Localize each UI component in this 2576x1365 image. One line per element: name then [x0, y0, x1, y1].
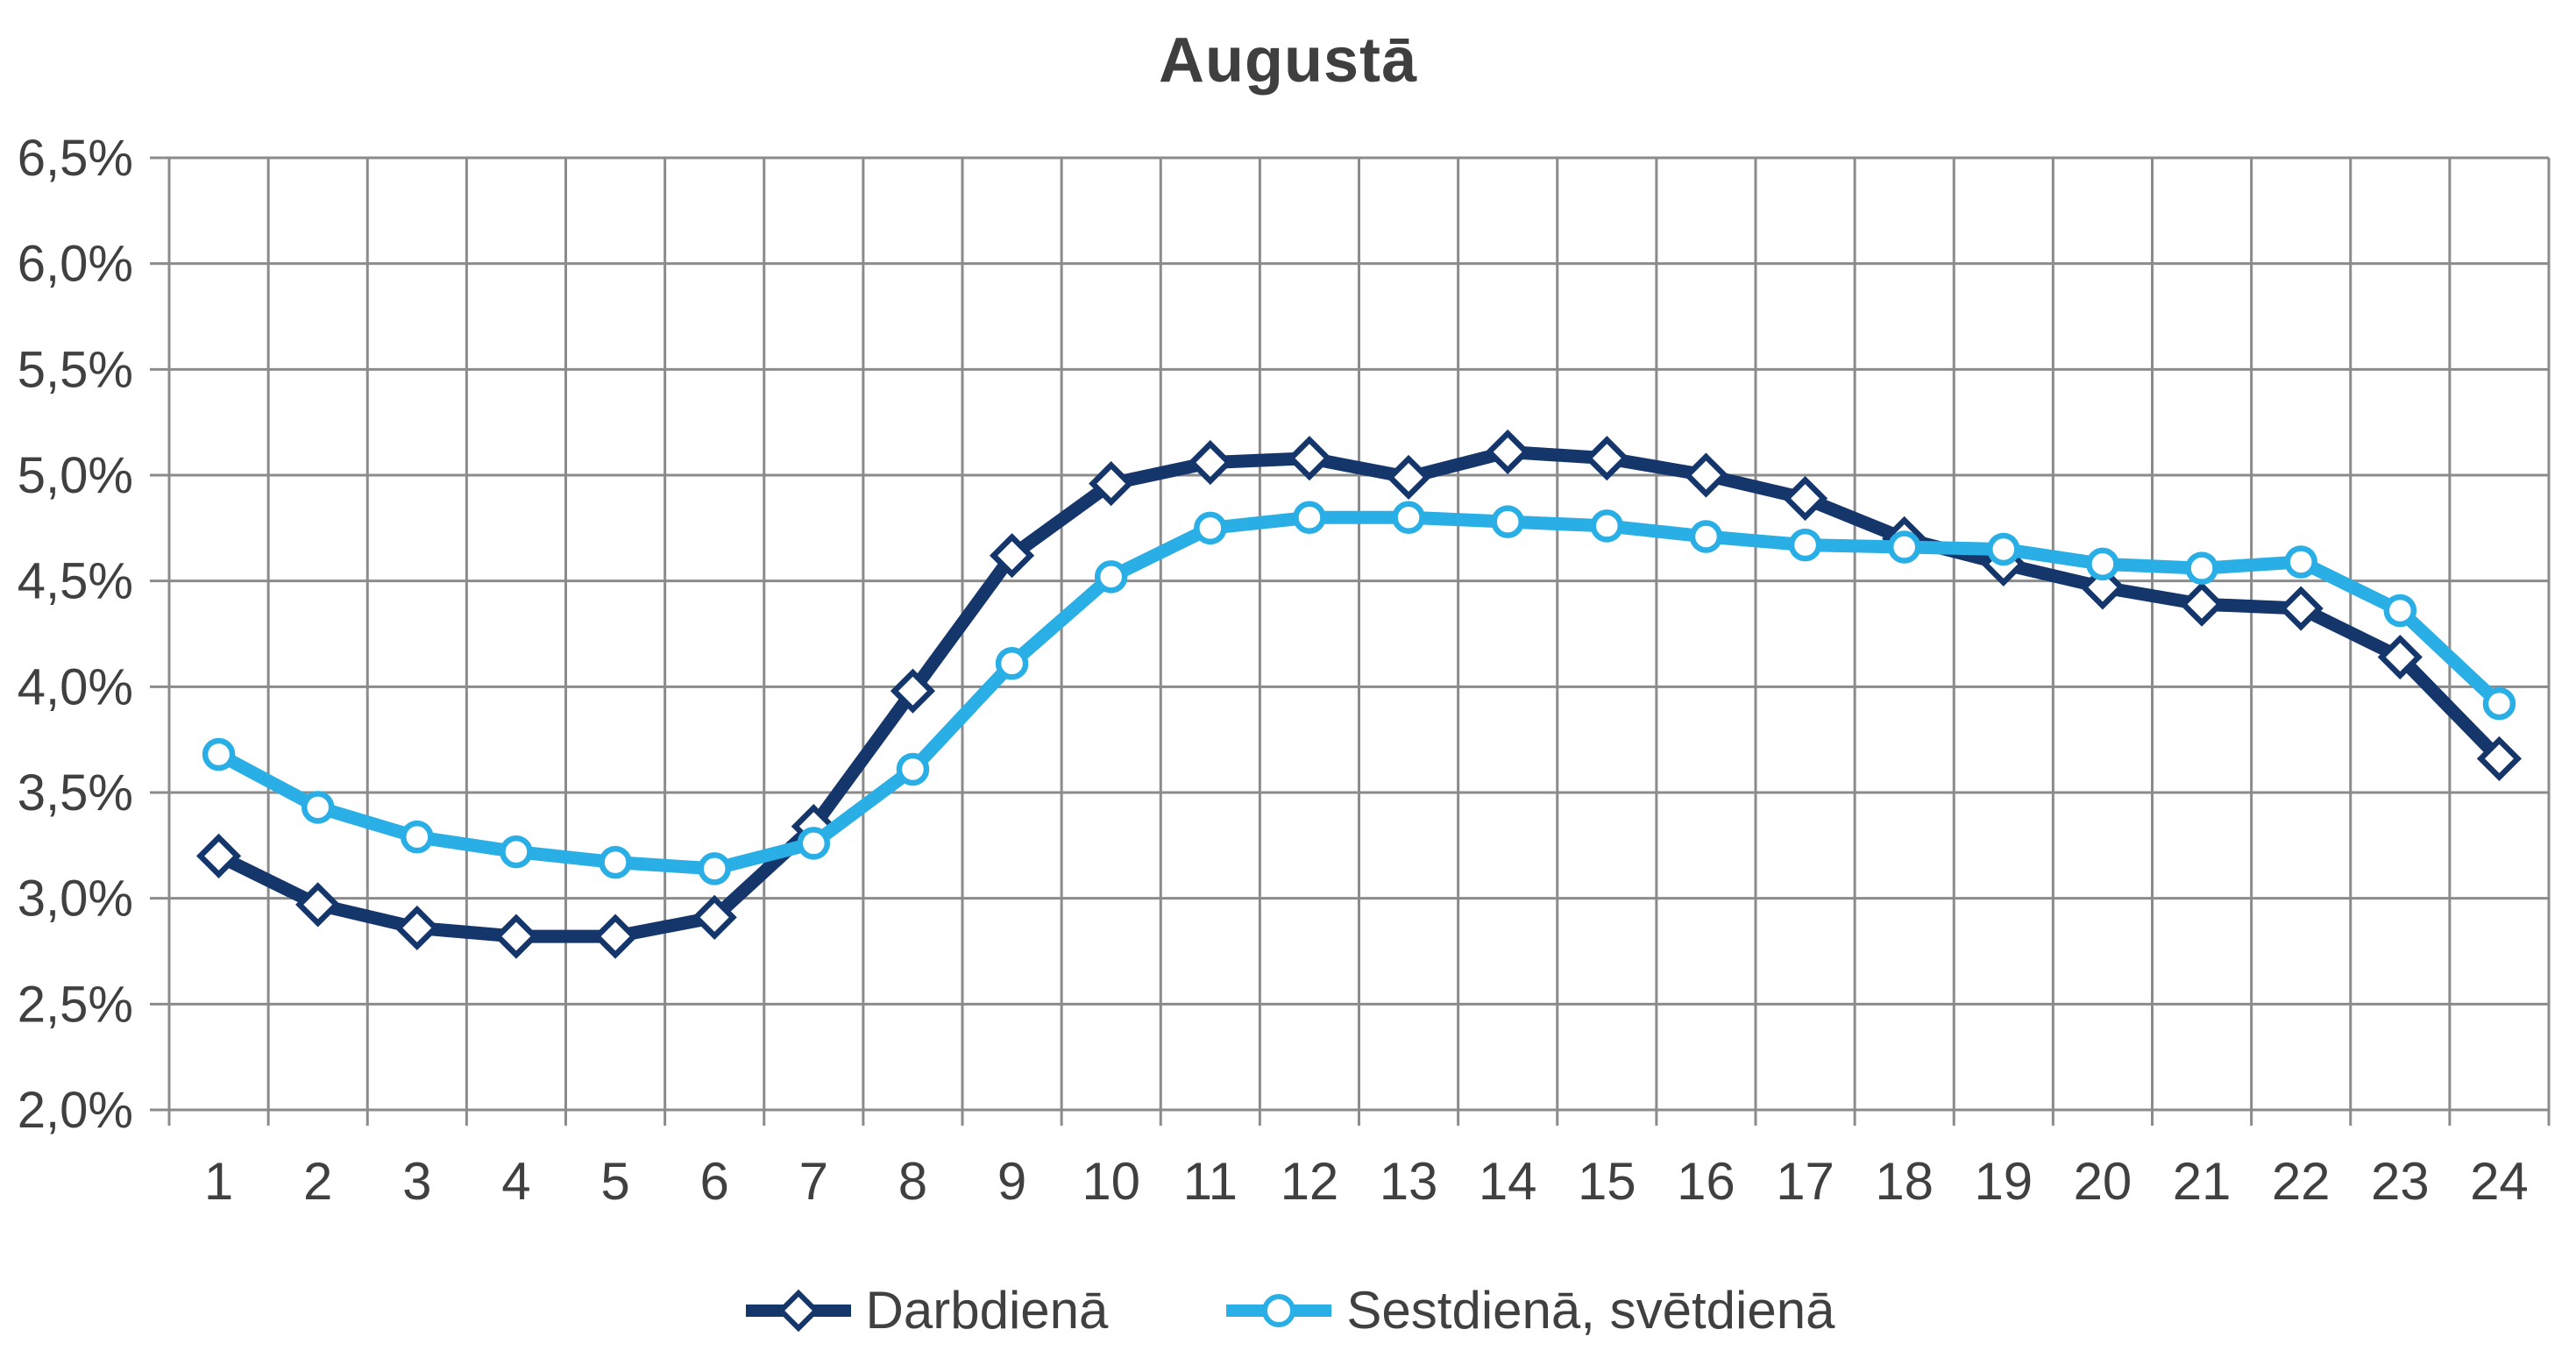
data-point-marker [1485, 429, 1530, 475]
data-point-marker [797, 827, 831, 860]
x-axis-tick-label: 7 [799, 1152, 828, 1211]
data-point-marker [195, 833, 242, 878]
series-line [212, 510, 2506, 876]
data-point-marker [1887, 530, 1921, 564]
x-axis-tick-label: 10 [1082, 1152, 1140, 1211]
circle-marker-icon [1226, 1293, 1332, 1327]
series-sestdiena [202, 501, 2516, 885]
data-point-marker [995, 647, 1029, 680]
x-axis-labels: 1 2 3 4 5 6 7 8 9 10 11 12 13 14 15 16 17 18 19 20 21 22 23 24 [204, 1152, 2529, 1211]
y-axis-tick-label: 6,5% [18, 130, 133, 187]
data-point-marker [1584, 436, 1629, 481]
data-point-marker [2080, 565, 2125, 610]
data-point-marker [2278, 586, 2324, 631]
data-point-marker [1987, 532, 2020, 566]
data-point-marker [1683, 452, 1729, 498]
x-axis-tick-label: 21 [2173, 1152, 2232, 1211]
x-axis-tick-label: 9 [997, 1152, 1026, 1211]
data-point-marker [1689, 520, 1723, 553]
legend-label-sestdiena: Sestdienā, svētdienā [1346, 1281, 1835, 1340]
y-axis-tick-label: 5,5% [18, 341, 133, 398]
x-axis-tick-label: 19 [1974, 1152, 2033, 1211]
x-axis-tick-label: 23 [2371, 1152, 2430, 1211]
data-point-marker [692, 894, 737, 940]
data-point-marker [896, 752, 930, 786]
data-point-marker [2383, 594, 2417, 628]
legend-label-darbdiena: Darbdienā [865, 1281, 1109, 1340]
data-point-marker [698, 852, 731, 885]
data-point-marker [1089, 461, 1134, 507]
x-axis-tick-label: 22 [2272, 1152, 2331, 1211]
legend-item-sestdiena: Sestdienā, svētdienā [1222, 1280, 1834, 1340]
gridlines [167, 156, 2551, 1112]
x-axis-tick-label: 14 [1479, 1152, 1537, 1211]
legend-item-darbdiena: Darbdienā [742, 1280, 1109, 1340]
diamond-marker-icon [745, 1289, 851, 1332]
x-axis-tick-label: 12 [1281, 1152, 1339, 1211]
y-axis-tick-label: 3,5% [18, 764, 133, 821]
x-axis-tick-label: 4 [501, 1152, 530, 1211]
data-point-marker [593, 914, 638, 959]
data-point-marker [2284, 545, 2317, 579]
data-point-marker [202, 737, 236, 771]
x-axis-tick-label: 24 [2470, 1152, 2529, 1211]
data-point-marker [2476, 736, 2523, 781]
data-point-marker [295, 882, 341, 928]
y-axis-tick-label: 4,0% [18, 658, 133, 715]
data-point-marker [1194, 511, 1227, 545]
y-axis-tick-label: 2,5% [18, 976, 133, 1033]
x-axis-tick-label: 16 [1677, 1152, 1735, 1211]
data-point-marker [2185, 551, 2218, 585]
chart-legend: Darbdienā Sestdienā, svētdienā [0, 1280, 2576, 1340]
data-point-marker [1590, 509, 1624, 543]
data-point-marker [599, 845, 632, 879]
data-point-marker [2086, 547, 2119, 581]
x-axis-tick-label: 18 [1875, 1152, 1934, 1211]
data-point-marker [1491, 505, 1524, 538]
x-axis-tick-label: 8 [898, 1152, 927, 1211]
data-point-marker [493, 914, 539, 959]
data-point-marker [401, 820, 434, 854]
x-axis-tick-label: 3 [402, 1152, 431, 1211]
y-axis-labels: 6,5% 6,0% 5,5% 5,0% 4,5% 4,0% 3,5% 3,0% 2,5% 2,0% [18, 130, 133, 1139]
axis-ticks [150, 156, 2551, 1126]
y-axis-tick-label: 5,0% [18, 447, 133, 504]
y-axis-tick-label: 4,5% [18, 553, 133, 610]
data-point-marker [1782, 475, 1828, 522]
x-axis-tick-label: 1 [204, 1152, 233, 1211]
data-point-marker [1094, 560, 1128, 594]
data-point-marker [989, 533, 1035, 579]
data-point-marker [1386, 454, 1431, 501]
data-point-marker [1287, 436, 1332, 481]
data-point-marker [301, 791, 335, 824]
data-point-marker [1188, 439, 1233, 486]
chart-title: Augustā [1159, 25, 1417, 96]
data-point-marker [500, 835, 533, 869]
data-point-marker [2179, 581, 2225, 627]
x-axis-tick-label: 15 [1578, 1152, 1636, 1211]
data-point-marker [890, 668, 936, 714]
data-point-marker [1392, 501, 1425, 535]
x-axis-tick-label: 13 [1380, 1152, 1438, 1211]
data-point-marker [394, 905, 440, 951]
data-point-marker [2377, 634, 2423, 680]
x-axis-tick-label: 6 [700, 1152, 729, 1211]
x-axis-tick-label: 11 [1183, 1152, 1238, 1211]
x-axis-tick-label: 17 [1776, 1152, 1834, 1211]
series-darbdiena [195, 429, 2523, 959]
y-axis-tick-label: 3,0% [18, 871, 133, 928]
x-axis-tick-label: 20 [2074, 1152, 2132, 1211]
y-axis-tick-label: 6,0% [18, 236, 133, 293]
data-point-marker [1293, 501, 1326, 535]
data-point-marker [1788, 528, 1822, 562]
y-axis-tick-label: 2,0% [18, 1082, 133, 1139]
x-axis-tick-label: 5 [600, 1152, 629, 1211]
x-axis-tick-label: 2 [303, 1152, 332, 1211]
data-point-marker [2482, 686, 2516, 721]
